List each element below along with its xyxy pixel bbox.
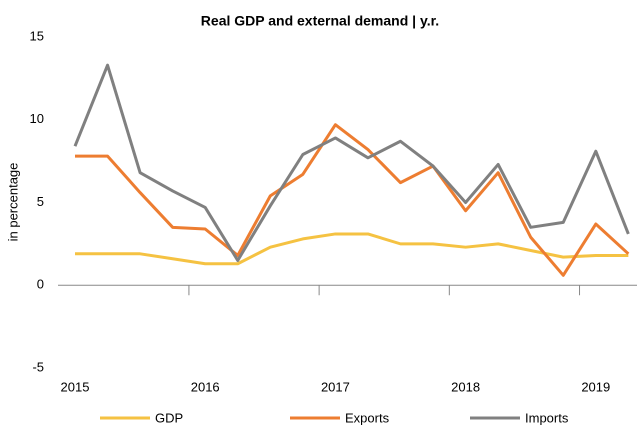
legend-label: Exports bbox=[345, 410, 390, 425]
x-tick-label: 2015 bbox=[61, 379, 90, 394]
y-tick-label: 10 bbox=[30, 111, 44, 126]
legend-label: GDP bbox=[155, 410, 183, 425]
y-tick-label: 5 bbox=[37, 194, 44, 209]
y-tick-label: 0 bbox=[37, 277, 44, 292]
x-tick-label: 2016 bbox=[191, 379, 220, 394]
line-series bbox=[73, 63, 630, 262]
y-tick-label: -5 bbox=[32, 359, 44, 374]
legend-label: Imports bbox=[525, 410, 569, 425]
x-tick-label: 2017 bbox=[321, 379, 350, 394]
line-series bbox=[75, 123, 630, 277]
y-tick-label: 15 bbox=[30, 28, 44, 43]
x-tick-label: 2019 bbox=[581, 379, 610, 394]
chart-title: Real GDP and external demand | y.r. bbox=[201, 13, 439, 29]
line-series bbox=[75, 232, 629, 266]
y-axis-label: in percentage bbox=[5, 163, 20, 242]
x-tick-label: 2018 bbox=[451, 379, 480, 394]
